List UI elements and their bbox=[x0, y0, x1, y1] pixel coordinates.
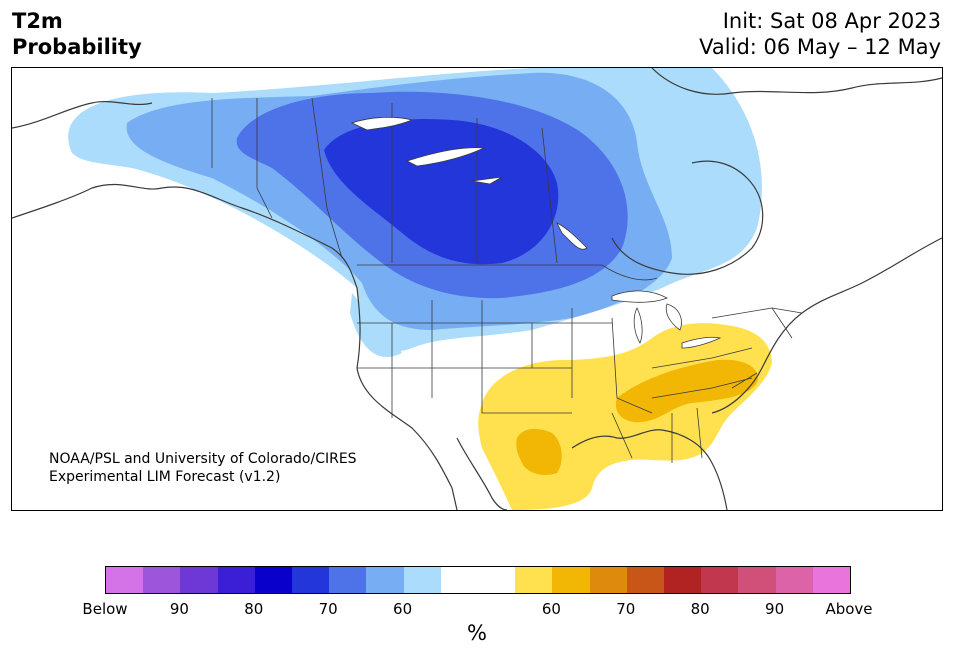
colorbar-tick-label: 70 bbox=[616, 600, 636, 618]
lake-athabasca bbox=[471, 176, 503, 185]
colorbar-tick-label: 90 bbox=[169, 600, 189, 618]
colorbar-tick-label: Below bbox=[82, 600, 128, 618]
colorbar-swatch bbox=[812, 567, 851, 593]
colorbar-swatch bbox=[664, 567, 702, 593]
colorbar-tick-label: 70 bbox=[318, 600, 338, 618]
colorbar-swatch bbox=[552, 567, 590, 593]
lake-erie bbox=[681, 336, 722, 349]
colorbar-swatch bbox=[254, 567, 293, 593]
colorbar-swatch bbox=[143, 567, 181, 593]
init-date: Init: Sat 08 Apr 2023 bbox=[722, 9, 941, 33]
political-borders bbox=[211, 97, 803, 463]
probability-colorbar bbox=[105, 566, 851, 594]
colorbar-swatch bbox=[738, 567, 776, 593]
colorbar-swatch bbox=[701, 567, 739, 593]
colorbar-tick-label: Above bbox=[825, 600, 873, 618]
variable-name: T2m bbox=[12, 9, 63, 33]
above-60-to-70-southeast bbox=[615, 359, 758, 423]
credit-line-1: NOAA/PSL and University of Colorado/CIRE… bbox=[49, 451, 357, 467]
coastlines bbox=[12, 68, 942, 510]
lake-huron bbox=[665, 303, 682, 331]
colorbar-swatch bbox=[366, 567, 404, 593]
colorbar-tick-label: 80 bbox=[244, 600, 264, 618]
colorbar-swatch bbox=[106, 567, 144, 593]
colorbar-unit: % bbox=[467, 621, 487, 645]
colorbar-swatch bbox=[403, 567, 441, 593]
colorbar-swatch bbox=[217, 567, 255, 593]
forecast-dates: Init: Sat 08 Apr 2023 Valid: 06 May – 12… bbox=[699, 8, 941, 60]
colorbar-tick-label: 60 bbox=[393, 600, 413, 618]
colorbar-swatch bbox=[329, 567, 367, 593]
forecast-map bbox=[12, 68, 942, 510]
below-80-to-90-region bbox=[324, 118, 559, 265]
colorbar-tick-label: 80 bbox=[690, 600, 710, 618]
map-title: T2m Probability bbox=[12, 8, 142, 60]
colorbar-swatch bbox=[626, 567, 665, 593]
colorbar-tick-label: 90 bbox=[765, 600, 785, 618]
colorbar-swatch bbox=[292, 567, 330, 593]
below-60-pacific bbox=[350, 293, 402, 358]
above-60-to-70-region bbox=[516, 428, 562, 475]
lakes bbox=[350, 116, 722, 349]
colorbar-swatch bbox=[589, 567, 627, 593]
credit-text: NOAA/PSL and University of Colorado/CIRE… bbox=[49, 450, 357, 486]
product-name: Probability bbox=[12, 35, 142, 59]
great-bear-lake bbox=[350, 116, 414, 131]
colorbar-swatch bbox=[440, 567, 479, 593]
lake-michigan bbox=[633, 307, 643, 344]
credit-line-2: Experimental LIM Forecast (v1.2) bbox=[49, 469, 281, 485]
lake-winnipeg bbox=[556, 222, 588, 250]
valid-period: Valid: 06 May – 12 May bbox=[699, 35, 941, 59]
colorbar-tick-label: 60 bbox=[541, 600, 561, 618]
colorbar-swatch bbox=[478, 567, 516, 593]
colorbar-swatch bbox=[180, 567, 218, 593]
colorbar-swatch bbox=[515, 567, 553, 593]
colorbar-swatch bbox=[775, 567, 813, 593]
great-slave-lake bbox=[405, 147, 486, 167]
map-panel bbox=[11, 67, 943, 511]
lake-superior bbox=[611, 290, 668, 303]
